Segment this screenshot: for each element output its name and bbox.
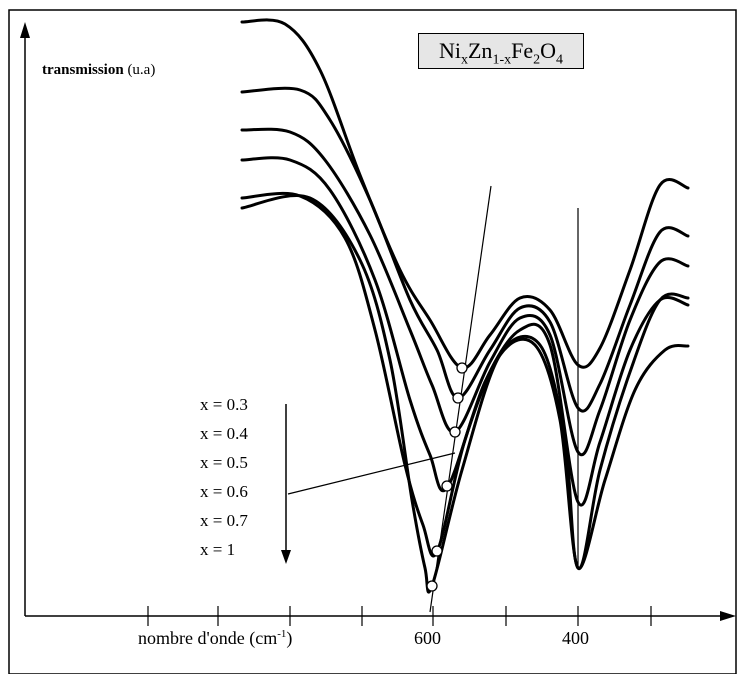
legend-item: x = 0.7: [200, 511, 248, 530]
x-axis-label: nombre d'onde (cm-1): [138, 628, 293, 648]
band1-minimum-marker: [449, 426, 461, 438]
spectrum-line-2: [240, 86, 690, 413]
x-ticks: [147, 606, 652, 626]
y-axis-label: transmission (u.a): [42, 62, 156, 78]
spectrum-line-1: [240, 18, 690, 370]
band1-minimum-marker: [456, 362, 468, 374]
legend-item: x = 1: [200, 540, 236, 559]
legend-item: x = 0.6: [200, 482, 248, 501]
spectrum-line-6: [240, 194, 690, 594]
outer-frame: [8, 9, 737, 674]
band1-minimum-marker: [426, 580, 438, 592]
tick-label-600: 600: [414, 628, 441, 648]
spectra-curves: [240, 18, 690, 594]
band1-minimum-marker: [452, 392, 464, 404]
legend-item: x = 0.4: [200, 424, 248, 443]
y-axis-arrow: [20, 22, 30, 38]
band1-minimum-marker: [431, 545, 443, 557]
legend-item: x = 0.5: [200, 453, 248, 472]
spectrum-line-3: [240, 127, 690, 457]
legend-item: x = 0.3: [200, 395, 248, 414]
legend-arrow-head: [281, 550, 291, 564]
tick-label-400: 400: [562, 628, 589, 648]
band1-minimum-marker: [441, 480, 453, 492]
x-axis-arrow: [720, 611, 736, 621]
formula-label: NixZn1-xFe2O4: [418, 33, 584, 69]
band1-minimum-markers: [426, 362, 468, 592]
legend-pointer-line: [287, 452, 456, 495]
spectrum-line-5: [240, 191, 690, 570]
